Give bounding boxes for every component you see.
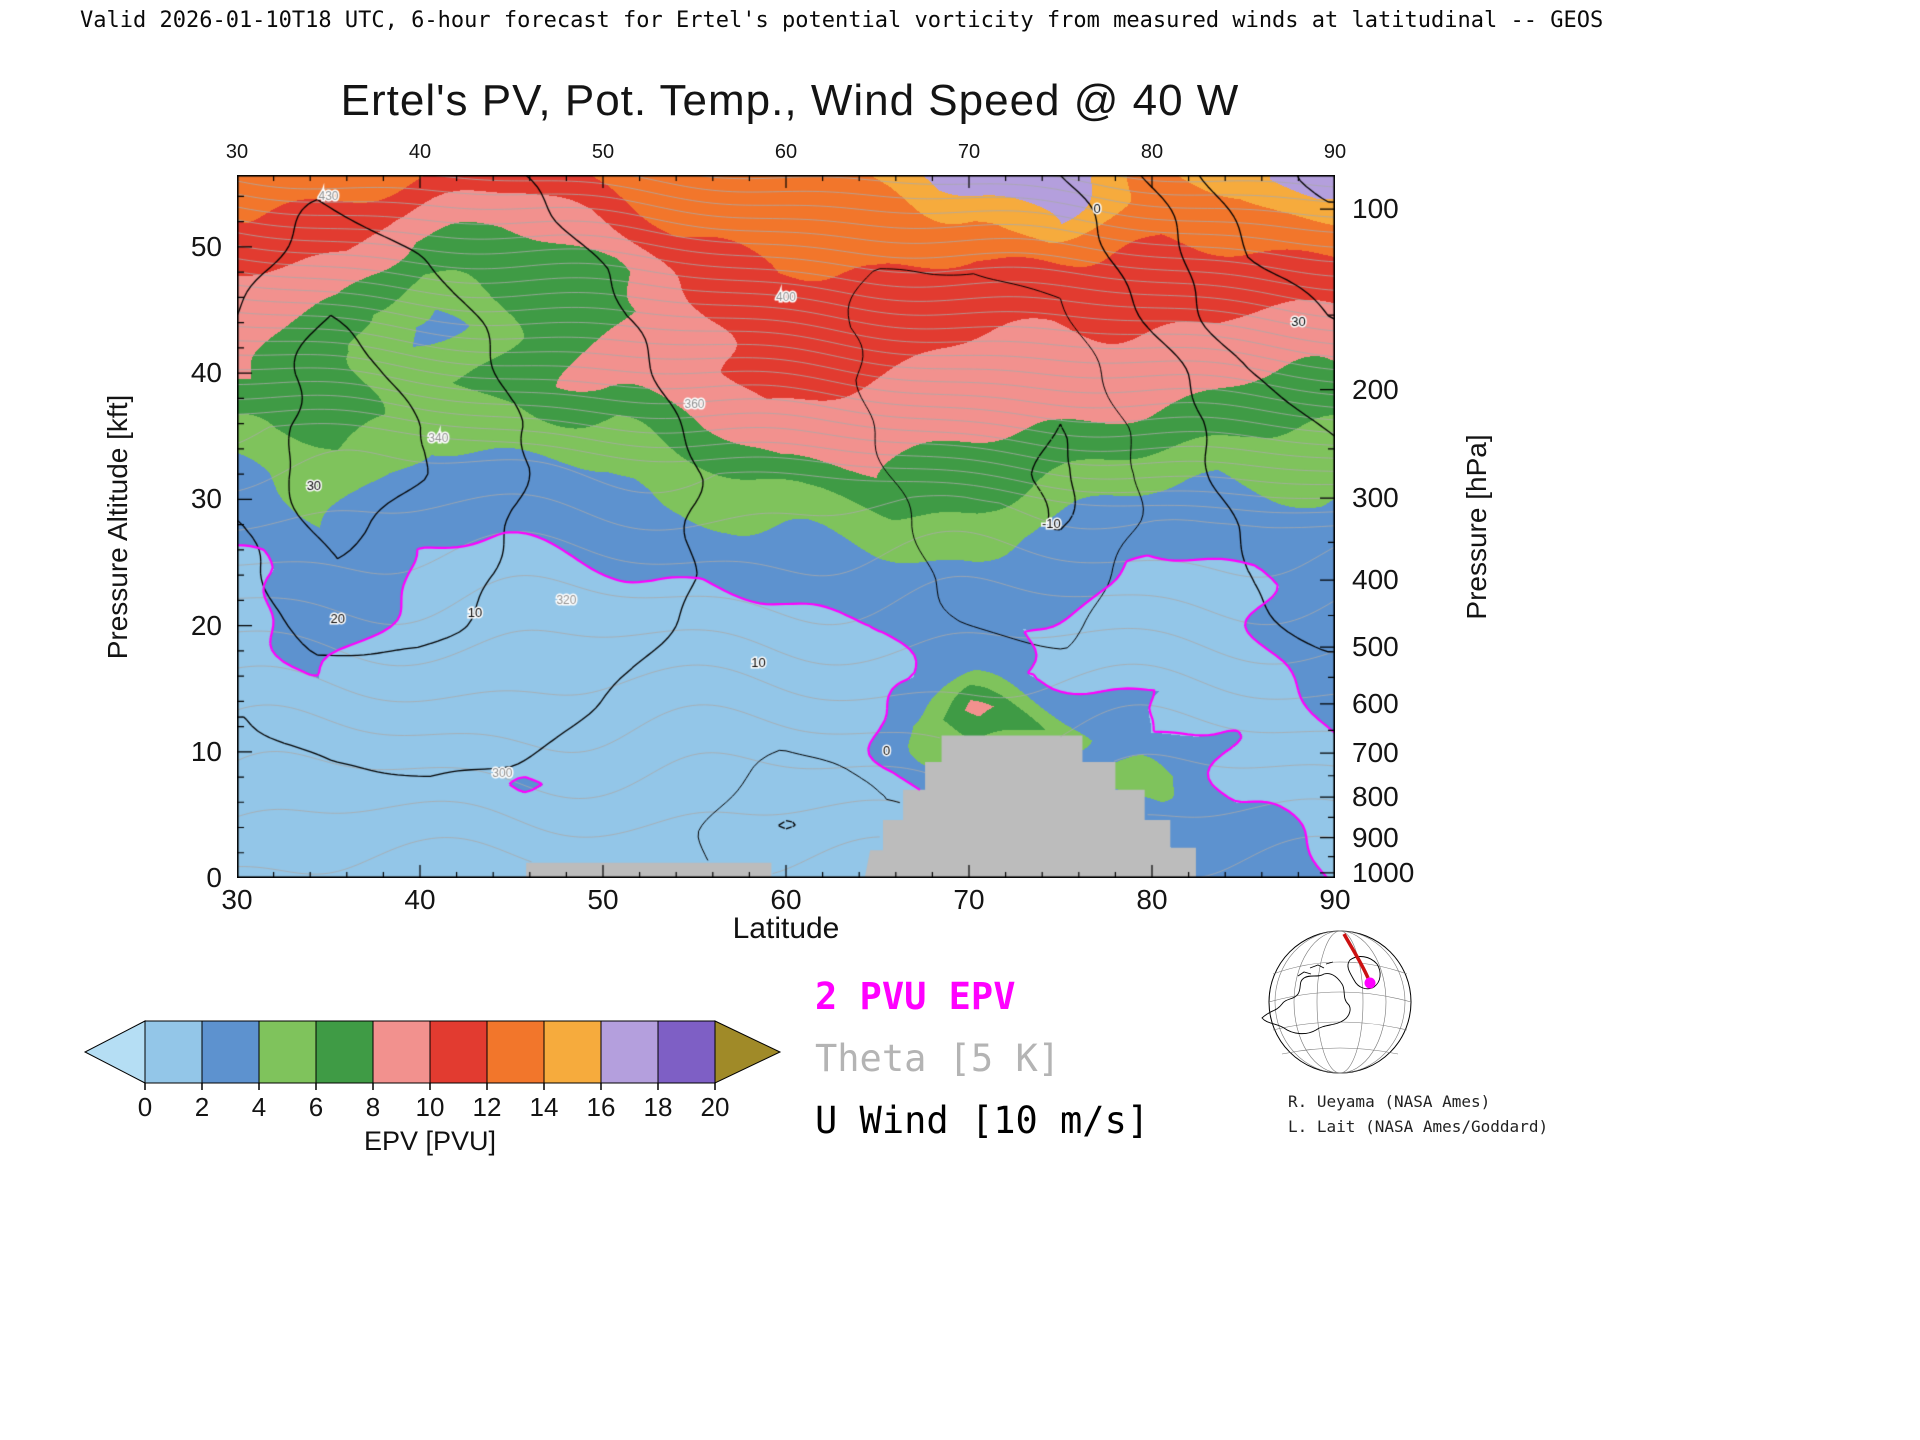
left-tick-label: 0 — [206, 862, 222, 893]
right-tick-label: 600 — [1352, 687, 1399, 719]
plot-title: Ertel's PV, Pot. Temp., Wind Speed @ 40 … — [340, 76, 1240, 125]
colorbar-tick-label: 6 — [308, 1092, 324, 1122]
x-tick-label: 90 — [1319, 884, 1351, 915]
colorbar-segment — [543, 1020, 602, 1084]
colorbar-segment — [315, 1020, 374, 1084]
right-tick-label: 1000 — [1352, 856, 1415, 888]
legend-epv-contour: 2 PVU EPV — [815, 975, 1016, 1018]
x-tick-label: 40 — [404, 884, 436, 915]
right-tick-label: 400 — [1352, 564, 1399, 596]
top-tick-label: 50 — [591, 141, 615, 163]
colorbar-segment — [201, 1020, 260, 1084]
colorbar-title: EPV [PVU] — [363, 1126, 497, 1156]
colorbar-segment — [372, 1020, 431, 1084]
colorbar-under-arrow — [83, 1020, 146, 1084]
right-tick-label: 900 — [1352, 821, 1399, 853]
x-tick-label: 50 — [587, 884, 619, 915]
left-tick-label: 50 — [190, 230, 222, 262]
colorbar-tick-label: 10 — [415, 1092, 445, 1122]
colorbar-tick-label: 18 — [643, 1092, 673, 1122]
right-tick-label: 100 — [1352, 193, 1399, 225]
inset-globe-map — [1261, 930, 1412, 1074]
top-tick-label: 30 — [225, 141, 249, 163]
globe-meridian — [1274, 930, 1406, 1074]
colorbar-tick-label: 4 — [251, 1092, 267, 1122]
credit-line-1: R. Ueyama (NASA Ames) — [1288, 1092, 1491, 1111]
left-tick-label: 20 — [190, 609, 222, 641]
coastline-arctic-islands — [1297, 961, 1334, 977]
globe-meridian — [1293, 930, 1387, 1074]
colorbar-tick-label: 12 — [472, 1092, 502, 1122]
colorbar-tick-label: 16 — [586, 1092, 616, 1122]
right-tick-label: 200 — [1352, 373, 1399, 405]
right-tick-label: 300 — [1352, 482, 1399, 514]
legend-theta: Theta [5 K] — [815, 1037, 1061, 1080]
y-right-axis-title: Pressure [hPa] — [1461, 434, 1492, 620]
colorbar-over-arrow — [714, 1020, 782, 1084]
y-left-axis-title: Pressure Altitude [kft] — [102, 394, 133, 660]
left-tick-label: 30 — [190, 483, 222, 515]
profile-location-dot — [1364, 977, 1376, 989]
globe-parallel — [1268, 991, 1412, 1003]
x-tick-label: 70 — [953, 884, 985, 915]
x-tick-label: 60 — [770, 884, 802, 915]
epv-colorbar — [83, 1020, 782, 1090]
legend-uwind: U Wind [10 m/s] — [815, 1099, 1150, 1142]
colorbar-segment — [657, 1020, 716, 1084]
x-tick-label: 80 — [1136, 884, 1168, 915]
colorbar-tick-label: 20 — [700, 1092, 730, 1122]
x-tick-label: 30 — [221, 884, 253, 915]
colorbar-segment — [258, 1020, 317, 1084]
credit-line-2: L. Lait (NASA Ames/Goddard) — [1288, 1117, 1549, 1136]
globe-parallel — [1272, 961, 1408, 975]
top-tick-label: 90 — [1323, 141, 1347, 163]
colorbar-segment — [144, 1020, 203, 1084]
right-tick-label: 700 — [1352, 737, 1399, 769]
epv-cross-section-canvas — [237, 175, 1335, 878]
top-tick-label: 70 — [957, 141, 981, 163]
colorbar-tick-label: 14 — [529, 1092, 559, 1122]
colorbar-segment — [600, 1020, 659, 1084]
coastline-greenland — [1347, 956, 1381, 990]
globe-outline — [1268, 930, 1412, 1074]
colorbar-tick-label: 2 — [194, 1092, 210, 1122]
left-tick-label: 40 — [190, 357, 222, 389]
right-tick-label: 500 — [1352, 631, 1399, 663]
globe-parallel — [1281, 1047, 1399, 1055]
top-tick-label: 80 — [1140, 141, 1164, 163]
colorbar-segment — [486, 1020, 545, 1084]
right-tick-label: 800 — [1352, 781, 1399, 813]
validity-header: Valid 2026-01-10T18 UTC, 6-hour forecast… — [80, 8, 1604, 33]
globe-parallel — [1272, 1021, 1408, 1031]
x-axis-title: Latitude — [732, 912, 840, 945]
flight-track-line — [1342, 933, 1370, 979]
top-tick-label: 40 — [408, 141, 432, 163]
colorbar-tick-label: 0 — [137, 1092, 153, 1122]
top-tick-label: 60 — [774, 141, 798, 163]
left-tick-label: 10 — [190, 735, 222, 767]
coastline-north-america — [1261, 973, 1351, 1035]
colorbar-tick-label: 8 — [365, 1092, 381, 1122]
colorbar-segment — [429, 1020, 488, 1084]
